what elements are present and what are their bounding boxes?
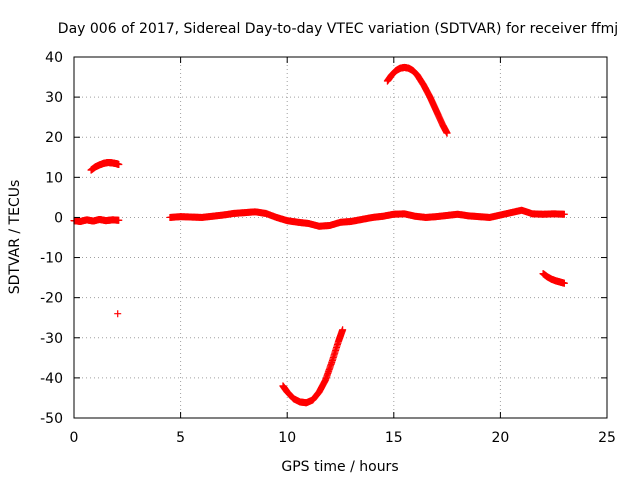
y-tick-label: 20 <box>45 130 63 146</box>
series-arc-1 <box>87 158 123 174</box>
data-point <box>560 210 568 218</box>
x-axis-label: GPS time / hours <box>281 459 398 475</box>
y-tick-label: -50 <box>40 411 63 427</box>
axis-ticks: 0 5 10 15 20 25 40 30 20 10 0 -10 -20 -30 -40 -50 <box>40 50 616 446</box>
data-point <box>114 310 122 318</box>
grid <box>74 57 607 418</box>
series-baseline-main <box>166 206 568 230</box>
data-point <box>115 216 123 224</box>
y-tick-label: 10 <box>45 170 63 186</box>
y-tick-label: 0 <box>54 210 63 226</box>
plot-frame <box>73 56 608 419</box>
series-arc-4 <box>539 270 568 287</box>
y-tick-label: -20 <box>40 291 63 307</box>
chart-title: Day 006 of 2017, Sidereal Day-to-day VTE… <box>58 21 618 37</box>
x-tick-label: 20 <box>491 430 509 446</box>
y-tick-label: -40 <box>40 371 63 387</box>
data-point <box>443 129 451 137</box>
y-tick-label: -30 <box>40 331 63 347</box>
series-arc-3 <box>383 63 451 137</box>
x-tick-label: 10 <box>278 430 296 446</box>
y-axis-label: SDTVAR / TECUs <box>7 180 23 295</box>
series-outlier <box>114 310 122 318</box>
x-tick-label: 5 <box>176 430 185 446</box>
x-tick-label: 25 <box>598 430 616 446</box>
series-arc-2 <box>279 326 347 407</box>
y-tick-label: 30 <box>45 90 63 106</box>
data-series <box>70 63 568 407</box>
data-point <box>560 279 568 287</box>
data-point <box>339 326 347 334</box>
y-tick-label: 40 <box>45 50 63 66</box>
data-point <box>115 160 123 168</box>
y-tick-label: -10 <box>40 251 63 267</box>
x-tick-label: 0 <box>70 430 79 446</box>
x-tick-label: 15 <box>385 430 403 446</box>
